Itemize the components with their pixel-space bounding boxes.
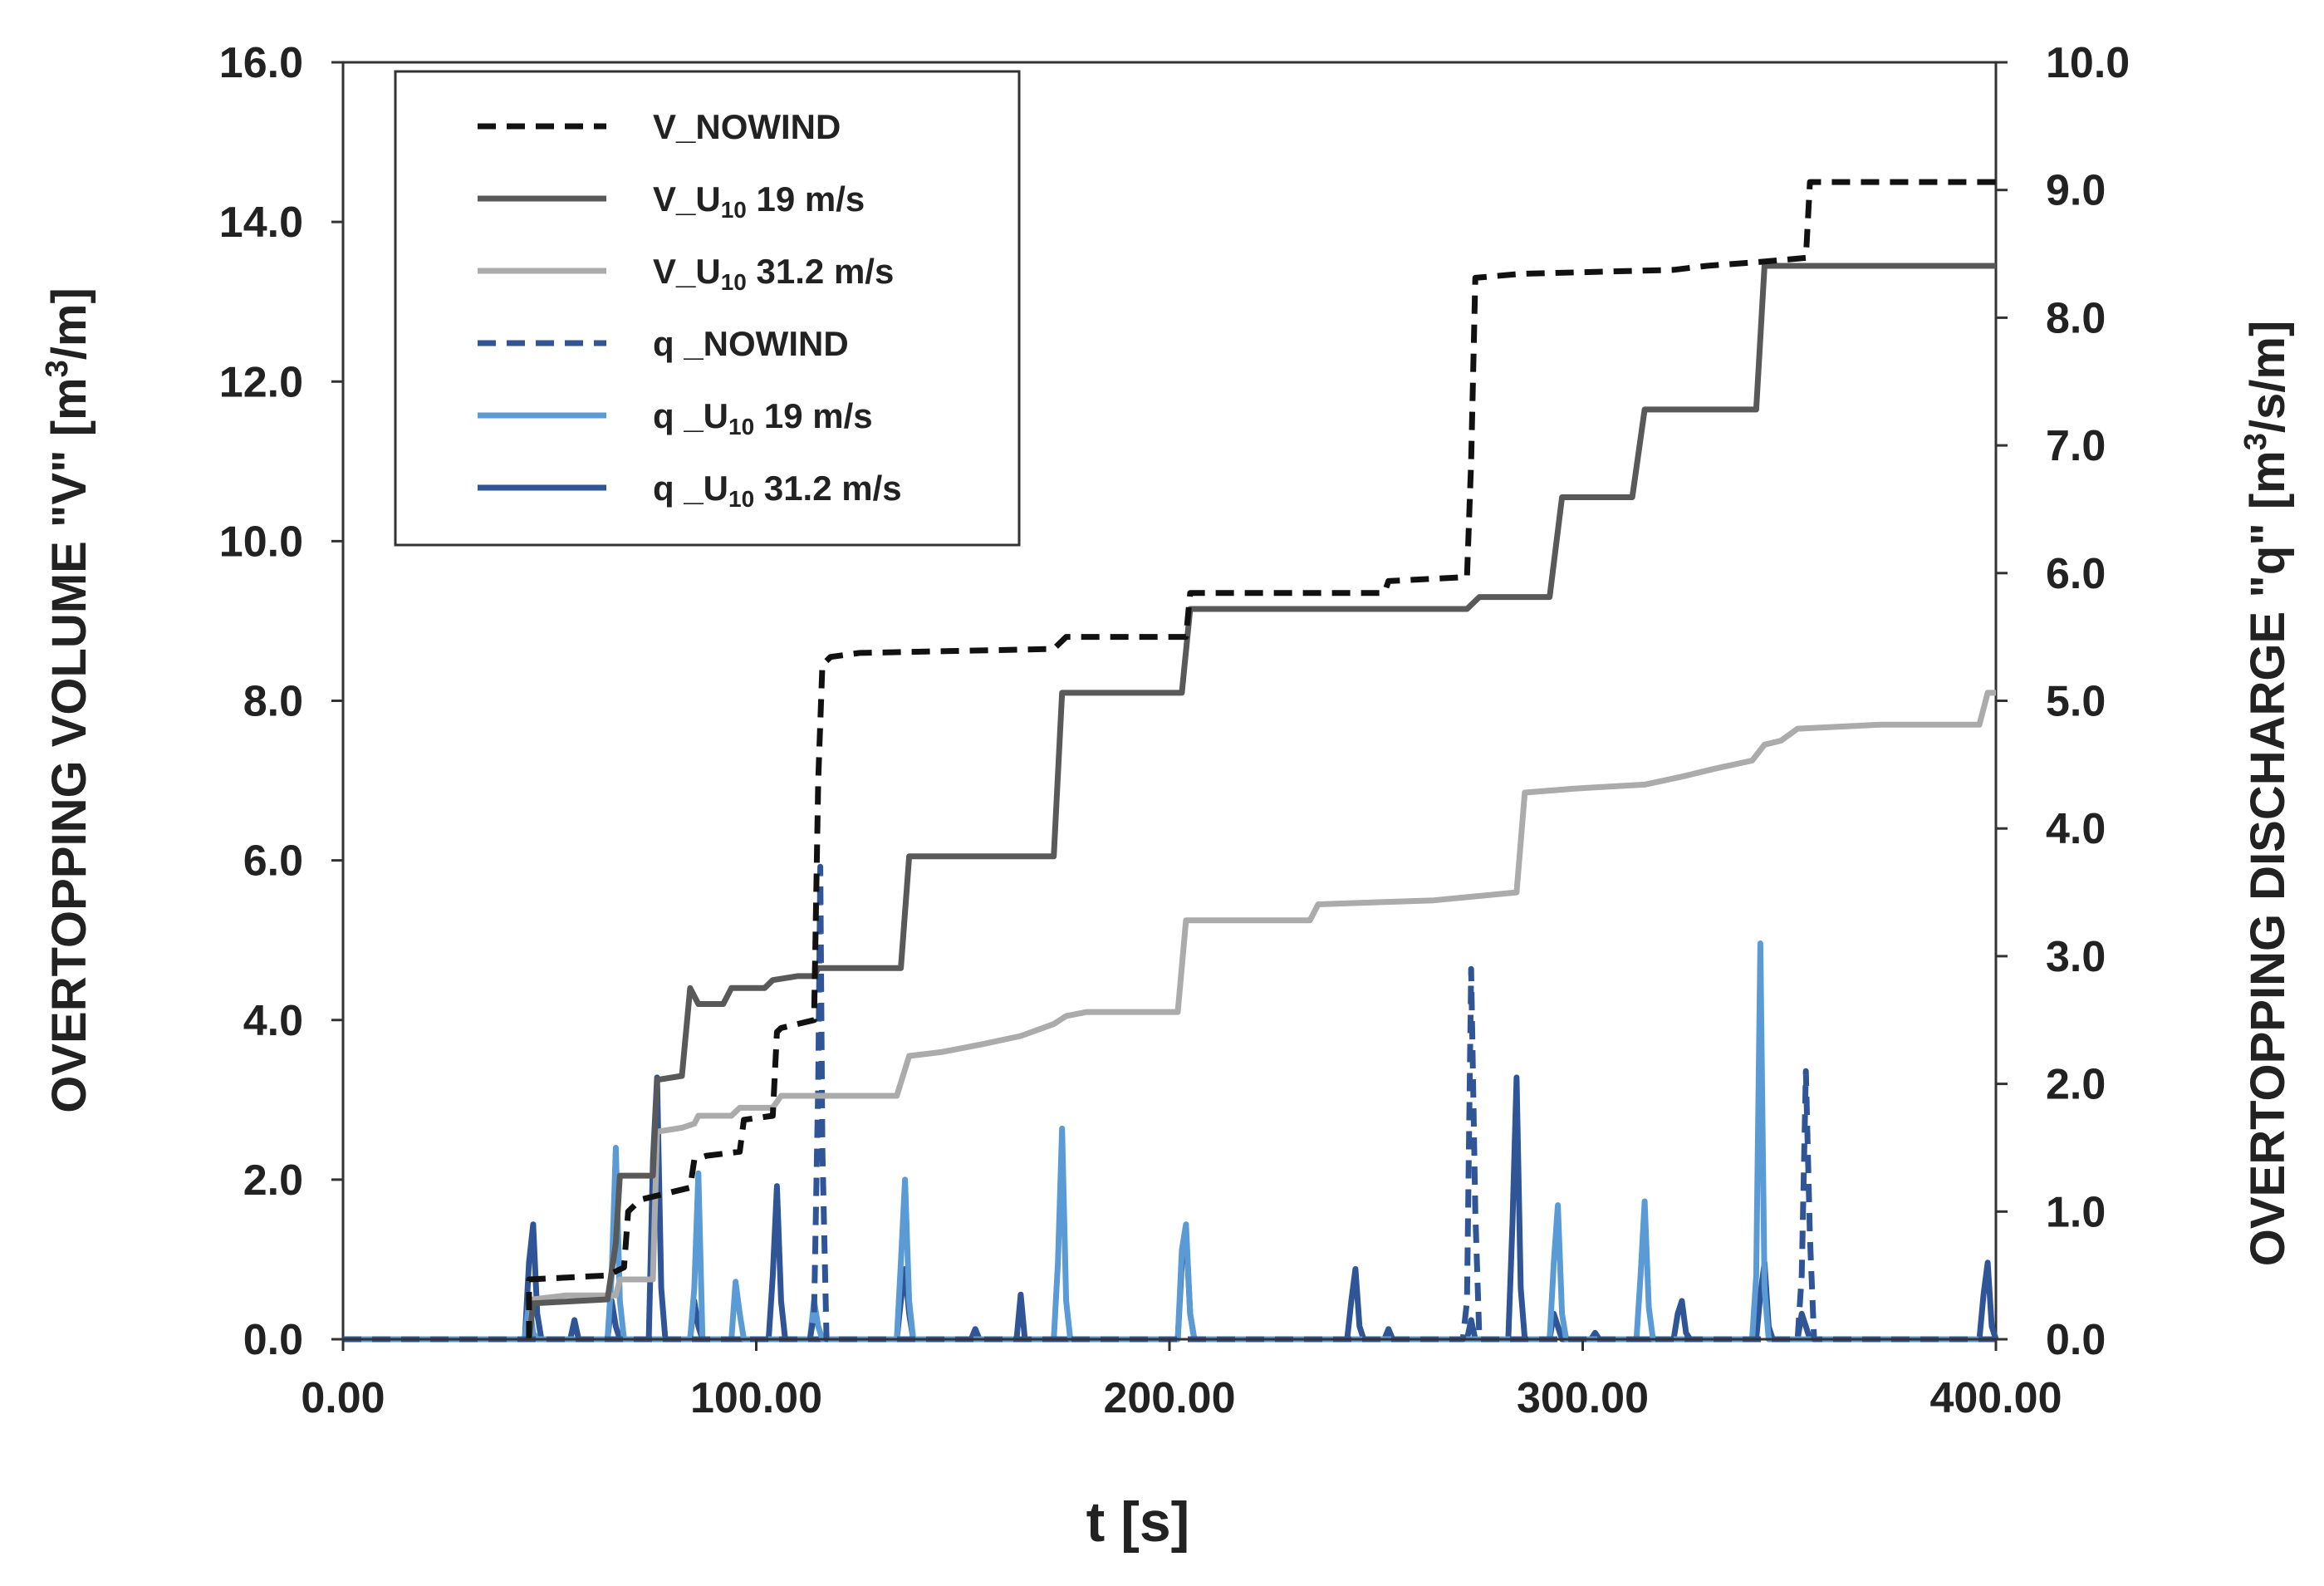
series-line-v-nowind <box>526 179 1996 1339</box>
y-left-tick-label: 12.0 <box>219 358 303 406</box>
y-right-tick-label: 2.0 <box>2046 1061 2106 1109</box>
y-right-axis-title: OVERTOPPING DISCHARGE "q" [m3/s/m] <box>2238 321 2295 1267</box>
legend-label: V_U10 31.2 m/s <box>653 252 894 295</box>
x-tick-label: 200.00 <box>1103 1374 1235 1422</box>
legend-label: q _U10 19 m/s <box>653 396 873 439</box>
legend-label: q _U10 31.2 m/s <box>653 469 902 512</box>
x-tick-label: 100.00 <box>690 1374 822 1422</box>
legend-label: V_U10 19 m/s <box>653 179 865 223</box>
y-right-tick-label: 4.0 <box>2046 805 2106 853</box>
y-left-tick-label: 10.0 <box>219 518 303 566</box>
y-left-axis-title: OVERTOPPING VOLUME "V" [m3/m] <box>40 287 96 1113</box>
y-right-tick-label: 3.0 <box>2046 933 2106 981</box>
y-left-tick-label: 2.0 <box>243 1156 303 1205</box>
y-left-tick-label: 16.0 <box>219 39 303 87</box>
series-line-v-u10-31-2-m-s <box>526 690 1996 1340</box>
y-right-tick-label: 9.0 <box>2046 167 2106 215</box>
series-line-q-nowind <box>343 863 1996 1343</box>
legend-label: V_NOWIND <box>653 107 841 146</box>
y-left-tick-label: 6.0 <box>243 837 303 886</box>
y-right-tick-label: 10.0 <box>2046 39 2130 87</box>
x-axis-title: t [s] <box>1086 1490 1190 1554</box>
y-right-tick-label: 1.0 <box>2046 1188 2106 1236</box>
x-tick-label: 300.00 <box>1517 1374 1649 1422</box>
y-left-tick-label: 8.0 <box>243 678 303 726</box>
series-line-q-u10-19-m-s <box>343 940 1996 1343</box>
legend-box <box>394 70 1021 547</box>
y-right-tick-label: 8.0 <box>2046 294 2106 342</box>
y-left-tick-label: 14.0 <box>219 199 303 247</box>
legend: V_NOWIND V_U10 19 m/s V_U10 31.2 m/s q _NOW… <box>394 70 1021 547</box>
y-right-tick-label: 0.0 <box>2046 1316 2106 1364</box>
y-left-tick-label: 4.0 <box>243 997 303 1045</box>
legend-label: q _NOWIND <box>653 324 849 363</box>
y-right-tick-label: 6.0 <box>2046 550 2106 598</box>
y-right-tick-label: 7.0 <box>2046 422 2106 470</box>
y-left-tick-label: 0.0 <box>243 1316 303 1364</box>
x-tick-label: 400.00 <box>1929 1374 2062 1422</box>
y-right-tick-label: 5.0 <box>2046 678 2106 726</box>
x-tick-label: 0.00 <box>301 1374 385 1422</box>
